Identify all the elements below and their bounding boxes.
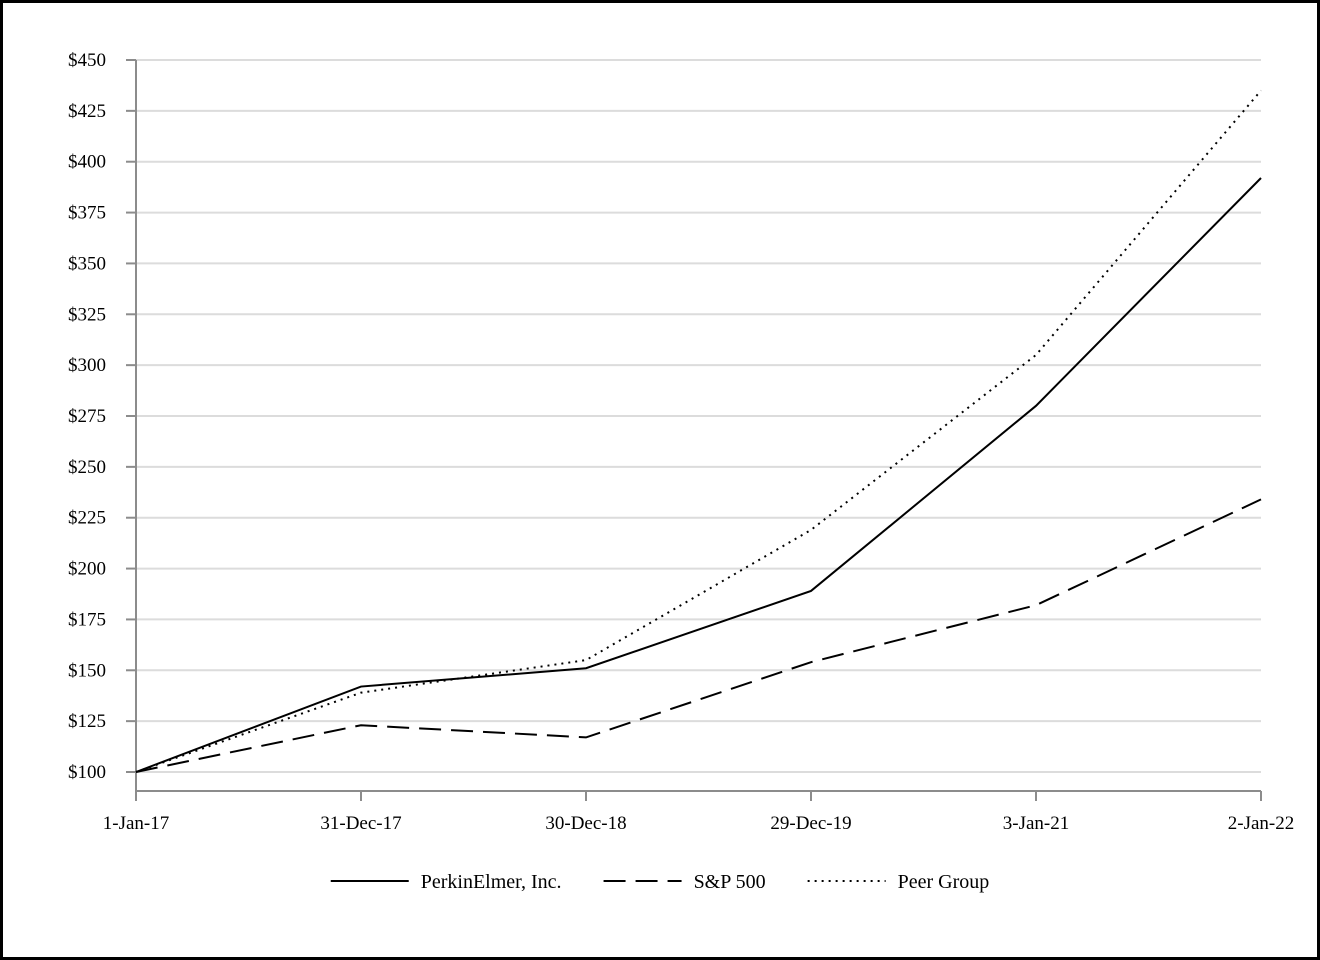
x-tick-label: 30-Dec-18 <box>545 813 626 834</box>
series-line-perkinelmer-inc <box>135 177 1262 773</box>
y-tick-label: $350 <box>68 253 106 274</box>
y-tick-label: $150 <box>68 660 106 681</box>
x-tick-label: 31-Dec-17 <box>320 813 401 834</box>
y-tick-label: $175 <box>68 609 106 630</box>
y-tick-label: $200 <box>68 559 106 580</box>
y-tick-label: $300 <box>68 355 106 376</box>
x-tick-label: 3-Jan-21 <box>1003 813 1069 834</box>
y-tick-label: $250 <box>68 457 106 478</box>
series-line-s-p-500 <box>135 498 1262 773</box>
y-tick-label: $275 <box>68 406 106 427</box>
series-line-peer-group <box>135 89 1262 773</box>
x-axis-ticks: 1-Jan-17 31-Dec-17 30-Dec-18 29-Dec-19 3-Jan… <box>103 791 1294 834</box>
legend-label: PerkinElmer, Inc. <box>421 871 562 893</box>
y-tick-label: $100 <box>68 762 106 783</box>
series-lines <box>135 89 1262 773</box>
axes <box>135 60 1261 792</box>
x-tick-label: 2-Jan-22 <box>1228 813 1294 834</box>
legend: PerkinElmer, Inc. S&P 500 Peer Group <box>330 871 990 893</box>
y-tick-label: $125 <box>68 711 106 732</box>
line-chart: $100 $125 $150 $175 $200 $225 $250 $275 $300 $325… <box>68 50 1294 893</box>
y-tick-label: $325 <box>68 304 106 325</box>
y-axis-ticks: $100 $125 $150 $175 $200 $225 $250 $275 $300 $325… <box>68 50 136 783</box>
y-tick-label: $375 <box>68 203 106 224</box>
y-tick-label: $400 <box>68 152 106 173</box>
gridlines <box>136 59 1261 773</box>
legend-label: S&P 500 <box>694 871 766 893</box>
x-tick-label: 1-Jan-17 <box>103 813 169 834</box>
x-tick-label: 29-Dec-19 <box>770 813 851 834</box>
legend-label: Peer Group <box>898 871 990 893</box>
y-tick-label: $450 <box>68 50 106 71</box>
y-tick-label: $425 <box>68 101 106 122</box>
y-tick-label: $225 <box>68 508 106 529</box>
